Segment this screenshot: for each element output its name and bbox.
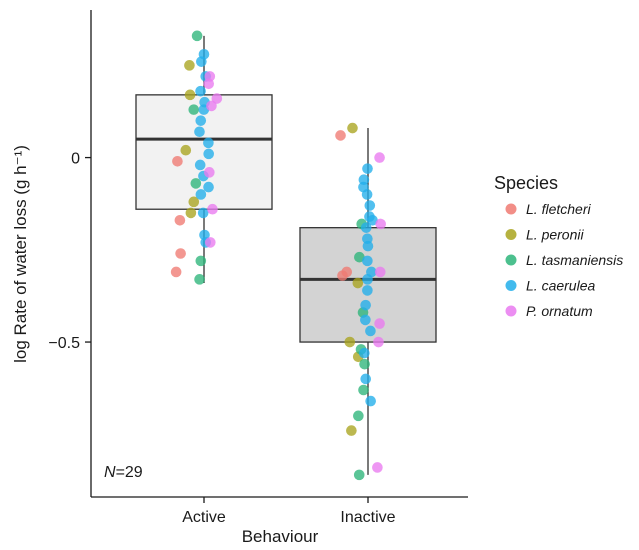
legend-swatch [505,305,517,317]
y-tick-label: 0 [71,151,80,168]
data-point [191,30,203,42]
data-point [362,285,373,296]
data-point [204,167,215,178]
data-point [190,178,202,189]
data-point [211,93,223,104]
annotation-rest: =29 [116,464,143,481]
data-point [359,347,370,359]
data-point [353,410,364,422]
data-point [362,240,374,252]
annotation-italic: N [104,464,116,481]
data-point [172,155,183,167]
data-point [195,189,207,200]
data-point [197,207,209,219]
data-point [352,277,364,289]
data-point [372,462,383,473]
legend-swatch [505,280,517,291]
data-point [203,148,214,160]
data-point [206,100,217,112]
ticks-layer: 0 −0.5 Active Inactive [48,151,395,526]
data-point [188,104,200,115]
y-tick-label: −0.5 [48,335,80,352]
data-point [360,222,372,233]
data-point [207,203,218,215]
data-point [170,266,182,278]
data-point [359,358,370,370]
data-point [353,469,365,481]
data-point [195,255,207,267]
x-tick-label: Active [182,509,226,526]
legend-label: L. caerulea [526,278,595,294]
data-point [203,181,214,193]
data-point [360,314,371,326]
legend-label: P. ornatum [526,303,593,319]
data-point [375,218,386,230]
data-point [196,56,207,67]
legend-label: L. tasmaniensis [526,252,623,268]
data-point [180,144,192,156]
data-point [360,299,371,311]
legend-label: L. fletcheri [526,201,591,217]
legend-title: Species [494,173,558,193]
data-point [374,318,385,329]
data-point [335,130,346,141]
data-point [184,60,195,71]
sample-size-annotation: N=29 [104,464,143,481]
legend-entries: L. fletcheri L. peronii L. tasmaniensis L. … [505,201,623,319]
legend-label: L. peronii [526,227,584,243]
data-point [346,425,357,436]
legend-swatch [505,229,517,240]
data-point [185,207,197,219]
legend: Species L. fletcheri L. peronii L. tasmani… [494,173,623,319]
data-point [174,214,186,226]
data-point [358,384,369,396]
data-point [195,115,207,126]
x-tick-label: Inactive [340,509,395,526]
data-point [337,270,348,281]
data-point [360,373,372,385]
data-point [344,336,356,348]
data-point [361,189,373,200]
data-point [194,126,205,138]
data-point [373,336,384,348]
legend-swatch [505,254,517,266]
data-point [354,251,365,263]
data-point [347,122,358,134]
data-point [365,325,376,337]
data-point [362,274,373,285]
data-point [188,196,200,208]
data-point [362,163,373,174]
data-point [205,237,216,248]
data-point [194,274,205,285]
points-layer [170,30,386,481]
data-point [194,159,206,171]
y-axis-title: log Rate of water loss (g h⁻¹) [11,145,30,363]
data-point [364,200,376,211]
data-point [374,152,385,163]
data-point [203,78,215,90]
legend-swatch [505,203,517,215]
data-point [365,395,376,407]
x-axis-title: Behaviour [242,527,319,546]
data-point [203,137,214,149]
data-point [374,266,386,278]
data-point [195,85,206,97]
axes-layer [90,10,468,498]
data-point [175,248,186,259]
data-point [362,255,373,267]
data-point [184,89,196,101]
data-point [367,214,378,226]
